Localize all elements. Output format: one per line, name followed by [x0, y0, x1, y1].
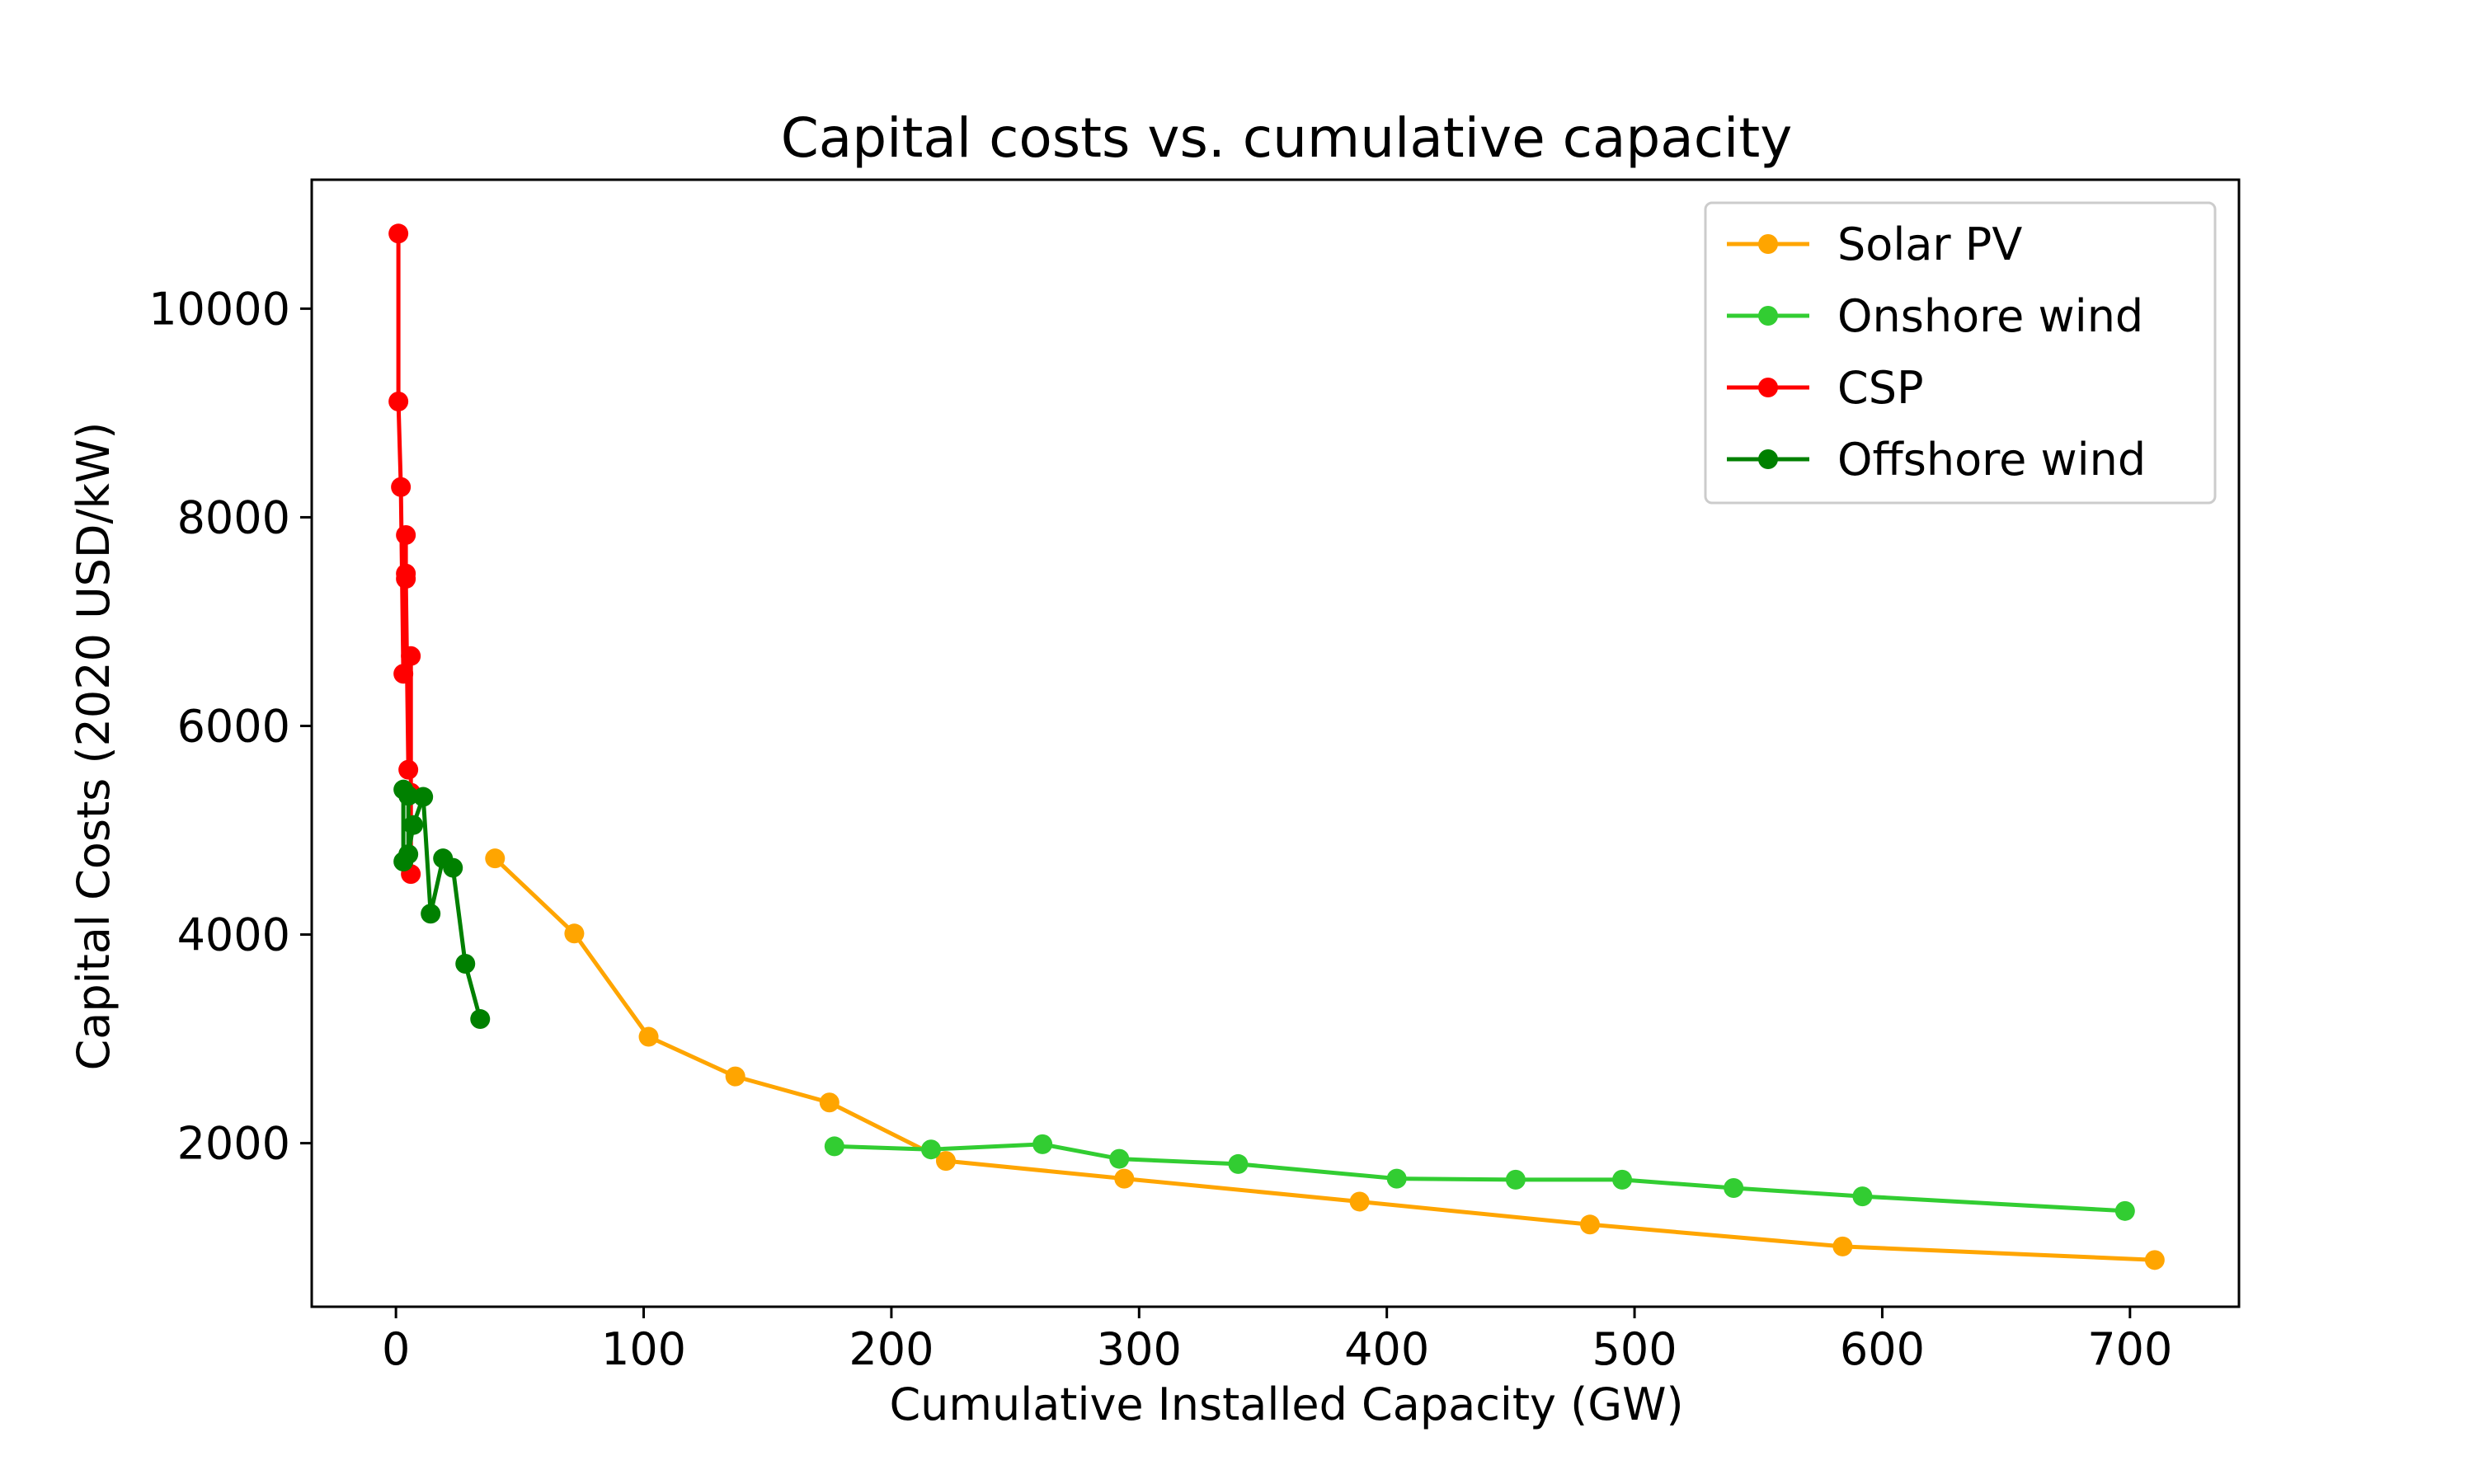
data-point-solar-pv — [725, 1066, 745, 1087]
x-tick-label: 400 — [1344, 1323, 1429, 1375]
chart-title: Capital costs vs. cumulative capacity — [781, 106, 1793, 170]
data-point-solar-pv — [935, 1151, 956, 1172]
data-point-offshore-wind — [443, 857, 463, 878]
axes: 0 100 200 300 400 500 600 700 2000 4000 6000 8000 10… — [148, 283, 2172, 1375]
legend-marker — [1758, 306, 1778, 326]
data-point-onshore-wind — [2114, 1200, 2135, 1221]
series-csp — [388, 223, 421, 885]
x-axis-title: Cumulative Installed Capacity (GW) — [889, 1378, 1683, 1430]
data-point-onshore-wind — [1386, 1168, 1407, 1189]
legend-label: Offshore wind — [1837, 434, 2146, 486]
data-point-solar-pv — [819, 1092, 840, 1113]
legend-marker — [1758, 449, 1778, 469]
legend-marker — [1758, 378, 1778, 397]
data-point-csp — [396, 524, 416, 545]
y-tick-label: 2000 — [177, 1118, 290, 1170]
legend-item-solar-pv: Solar PV — [1727, 218, 2022, 270]
data-point-solar-pv — [1349, 1191, 1370, 1212]
data-point-offshore-wind — [398, 844, 419, 865]
data-point-onshore-wind — [1505, 1169, 1526, 1190]
legend-label: Onshore wind — [1837, 290, 2143, 342]
data-point-csp — [391, 477, 412, 497]
y-tick-label: 4000 — [177, 909, 290, 961]
data-point-onshore-wind — [824, 1136, 844, 1157]
legend-item-csp: CSP — [1727, 362, 1924, 414]
data-point-offshore-wind — [413, 787, 434, 807]
data-point-csp — [398, 759, 419, 780]
data-point-solar-pv — [1579, 1214, 1600, 1235]
y-tick-label: 8000 — [177, 491, 290, 543]
legend-marker — [1758, 234, 1778, 254]
legend-item-offshore-wind: Offshore wind — [1727, 434, 2146, 486]
data-point-onshore-wind — [1612, 1169, 1633, 1190]
x-tick-label: 200 — [849, 1323, 934, 1375]
data-point-csp — [388, 391, 409, 411]
data-point-onshore-wind — [920, 1139, 941, 1160]
data-point-csp — [388, 223, 409, 244]
series-onshore-wind — [824, 1134, 2135, 1221]
data-point-offshore-wind — [403, 815, 424, 835]
data-point-solar-pv — [638, 1026, 659, 1047]
x-tick-label: 500 — [1592, 1323, 1677, 1375]
data-point-csp — [396, 569, 416, 589]
data-point-onshore-wind — [1228, 1153, 1249, 1174]
data-point-offshore-wind — [421, 904, 441, 924]
legend-item-onshore-wind: Onshore wind — [1727, 290, 2143, 342]
data-point-onshore-wind — [1109, 1148, 1130, 1169]
x-tick-label: 700 — [2087, 1323, 2172, 1375]
y-tick-label: 10000 — [148, 283, 290, 335]
data-point-offshore-wind — [455, 953, 476, 974]
data-point-solar-pv — [485, 848, 506, 869]
data-point-onshore-wind — [1724, 1178, 1744, 1199]
x-tick-label: 100 — [601, 1323, 686, 1375]
series-solar-pv — [485, 848, 2165, 1270]
x-tick-label: 300 — [1097, 1323, 1182, 1375]
legend-label: Solar PV — [1837, 218, 2022, 270]
series-offshore-wind — [393, 779, 491, 1030]
data-point-csp — [401, 646, 421, 666]
x-tick-label: 600 — [1840, 1323, 1925, 1375]
legend: Solar PV Onshore wind CSP Offshore wind — [1704, 201, 2217, 505]
plot-area — [388, 223, 2165, 1270]
legend-box — [1704, 201, 2217, 505]
y-axis-title: Capital Costs (2020 USD/kW) — [68, 422, 120, 1071]
data-point-solar-pv — [1114, 1168, 1135, 1189]
data-point-csp — [393, 664, 414, 684]
data-point-onshore-wind — [1032, 1134, 1053, 1154]
data-point-offshore-wind — [470, 1009, 491, 1030]
data-point-solar-pv — [2144, 1250, 2165, 1270]
x-tick-label: 0 — [382, 1323, 410, 1375]
data-point-solar-pv — [1832, 1236, 1853, 1256]
y-tick-label: 6000 — [177, 700, 290, 752]
legend-label: CSP — [1837, 362, 1924, 414]
data-point-solar-pv — [564, 923, 585, 944]
data-point-offshore-wind — [398, 786, 419, 806]
plot-frame — [310, 178, 2241, 1308]
data-point-onshore-wind — [1852, 1186, 1873, 1207]
